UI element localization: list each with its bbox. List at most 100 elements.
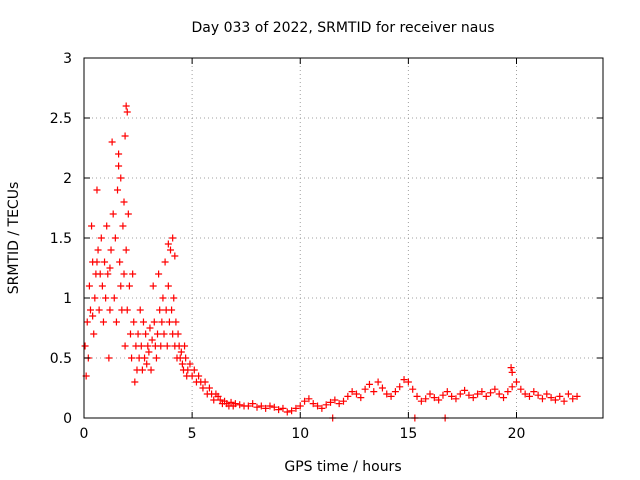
data-point	[164, 240, 172, 248]
data-point	[456, 390, 464, 398]
data-point	[305, 395, 313, 403]
data-point	[413, 392, 421, 400]
data-point	[138, 366, 146, 374]
data-point	[168, 306, 176, 314]
data-point	[122, 246, 130, 254]
data-point	[216, 396, 224, 404]
data-point	[181, 342, 189, 350]
data-point	[88, 222, 96, 230]
data-point	[124, 210, 132, 218]
data-point	[205, 384, 213, 392]
data-point	[443, 388, 451, 396]
data-point	[188, 372, 196, 380]
data-point	[409, 385, 417, 393]
data-point	[521, 390, 529, 398]
data-point	[340, 397, 347, 405]
data-point	[117, 282, 125, 290]
data-point	[309, 400, 317, 408]
data-point	[107, 246, 115, 254]
data-point	[115, 162, 123, 170]
data-point	[435, 396, 443, 404]
data-point	[94, 246, 102, 254]
data-point	[93, 258, 101, 266]
data-point	[111, 234, 119, 242]
data-point	[149, 282, 157, 290]
data-point	[564, 390, 572, 398]
data-point	[172, 318, 180, 326]
data-point	[96, 270, 104, 278]
data-point	[184, 366, 192, 374]
data-point	[134, 330, 142, 338]
data-point	[121, 342, 129, 350]
data-point	[262, 404, 270, 412]
data-point	[430, 394, 438, 402]
data-point	[119, 222, 127, 230]
y-tick-label: 2	[63, 171, 72, 187]
data-point	[461, 386, 469, 394]
data-point	[83, 318, 91, 326]
data-point	[199, 384, 207, 392]
data-point	[452, 395, 460, 403]
data-point	[122, 102, 130, 110]
data-point	[103, 222, 111, 230]
data-point	[89, 312, 97, 320]
data-point	[154, 330, 162, 338]
data-point	[95, 306, 103, 314]
data-point	[560, 397, 568, 405]
data-point	[116, 258, 124, 266]
data-point	[283, 408, 291, 416]
data-point	[147, 366, 155, 374]
data-point	[348, 388, 356, 396]
data-point	[569, 395, 577, 403]
data-point	[128, 354, 136, 362]
data-point	[214, 392, 222, 400]
data-point	[110, 294, 118, 302]
data-point	[101, 258, 109, 266]
data-point	[335, 400, 343, 408]
data-point	[236, 401, 244, 409]
data-point	[513, 378, 520, 386]
data-point	[125, 282, 133, 290]
data-point	[422, 395, 430, 403]
data-point	[322, 401, 330, 409]
y-tick-label: 3	[63, 51, 72, 67]
data-point	[146, 324, 154, 332]
data-point	[448, 392, 456, 400]
grid-lines	[84, 58, 603, 418]
data-point	[105, 354, 113, 362]
data-point	[525, 392, 533, 400]
y-tick-label: 1.5	[50, 231, 72, 247]
data-point	[130, 318, 138, 326]
data-point	[106, 264, 114, 272]
data-point	[508, 368, 516, 376]
data-point	[170, 294, 178, 302]
data-point	[296, 402, 304, 410]
data-point	[487, 389, 495, 397]
data-point	[150, 318, 158, 326]
data-point	[137, 342, 145, 350]
x-tick-label: 20	[508, 426, 526, 442]
data-point	[474, 390, 482, 398]
data-point	[165, 318, 173, 326]
data-point	[547, 394, 555, 402]
data-point	[551, 396, 559, 404]
data-point	[439, 391, 447, 399]
y-tick-label: 2.5	[50, 111, 72, 127]
data-point	[112, 318, 120, 326]
data-point	[163, 342, 171, 350]
data-point	[136, 306, 144, 314]
data-point	[374, 378, 382, 386]
data-point	[123, 108, 131, 116]
y-tick-label: 0.5	[50, 351, 72, 367]
data-point	[504, 388, 512, 396]
data-point	[391, 388, 399, 396]
data-point	[543, 390, 551, 398]
data-point	[160, 330, 168, 338]
data-point	[161, 258, 169, 266]
data-point	[104, 270, 112, 278]
x-tick-label: 15	[399, 426, 417, 442]
data-point	[530, 388, 538, 396]
data-point	[266, 402, 274, 410]
